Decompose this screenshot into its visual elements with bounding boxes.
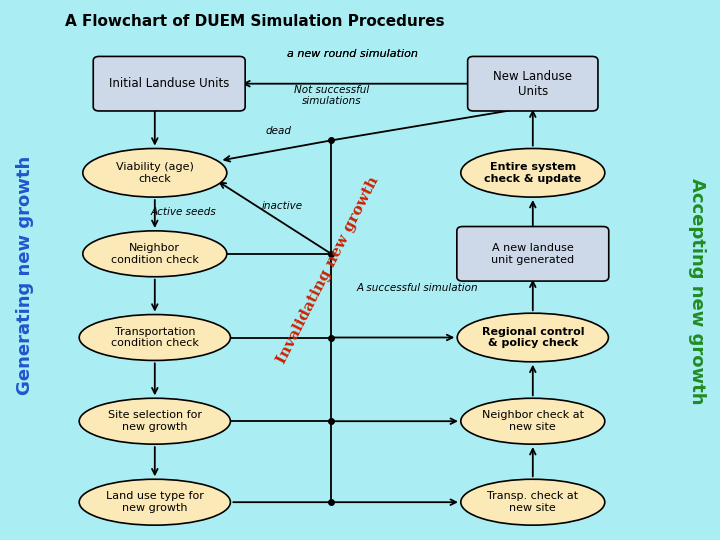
Ellipse shape — [83, 148, 227, 197]
Text: Transportation
condition check: Transportation condition check — [111, 327, 199, 348]
Ellipse shape — [457, 313, 608, 362]
Text: New Landuse
Units: New Landuse Units — [493, 70, 572, 98]
Text: Viability (age)
check: Viability (age) check — [116, 162, 194, 184]
Text: a new round simulation: a new round simulation — [287, 49, 418, 59]
FancyBboxPatch shape — [93, 56, 245, 111]
Text: Generating new growth: Generating new growth — [16, 156, 35, 395]
Ellipse shape — [79, 314, 230, 361]
Text: dead: dead — [266, 126, 292, 136]
Text: A Flowchart of DUEM Simulation Procedures: A Flowchart of DUEM Simulation Procedure… — [65, 14, 444, 29]
Text: Initial Landuse Units: Initial Landuse Units — [109, 77, 230, 90]
Text: A new landuse
unit generated: A new landuse unit generated — [491, 243, 575, 265]
Ellipse shape — [461, 148, 605, 197]
Text: Active seeds: Active seeds — [150, 207, 217, 217]
Text: Land use type for
new growth: Land use type for new growth — [106, 491, 204, 513]
Ellipse shape — [461, 480, 605, 525]
Text: a new round simulation: a new round simulation — [287, 49, 418, 59]
Ellipse shape — [79, 399, 230, 444]
Text: inactive: inactive — [261, 201, 303, 211]
Text: Accepting new growth: Accepting new growth — [688, 178, 706, 405]
Text: A successful simulation: A successful simulation — [357, 284, 478, 293]
Text: Invalidating new growth: Invalidating new growth — [274, 174, 381, 366]
Ellipse shape — [461, 399, 605, 444]
FancyBboxPatch shape — [456, 226, 609, 281]
Text: Regional control
& policy check: Regional control & policy check — [482, 327, 584, 348]
Text: Entire system
check & update: Entire system check & update — [484, 162, 582, 184]
FancyBboxPatch shape — [468, 56, 598, 111]
Text: Neighbor
condition check: Neighbor condition check — [111, 243, 199, 265]
Text: Transp. check at
new site: Transp. check at new site — [487, 491, 578, 513]
Ellipse shape — [83, 231, 227, 276]
Text: Not successful
simulations: Not successful simulations — [294, 85, 369, 106]
Ellipse shape — [79, 480, 230, 525]
Text: Site selection for
new growth: Site selection for new growth — [108, 410, 202, 432]
Text: Neighbor check at
new site: Neighbor check at new site — [482, 410, 584, 432]
